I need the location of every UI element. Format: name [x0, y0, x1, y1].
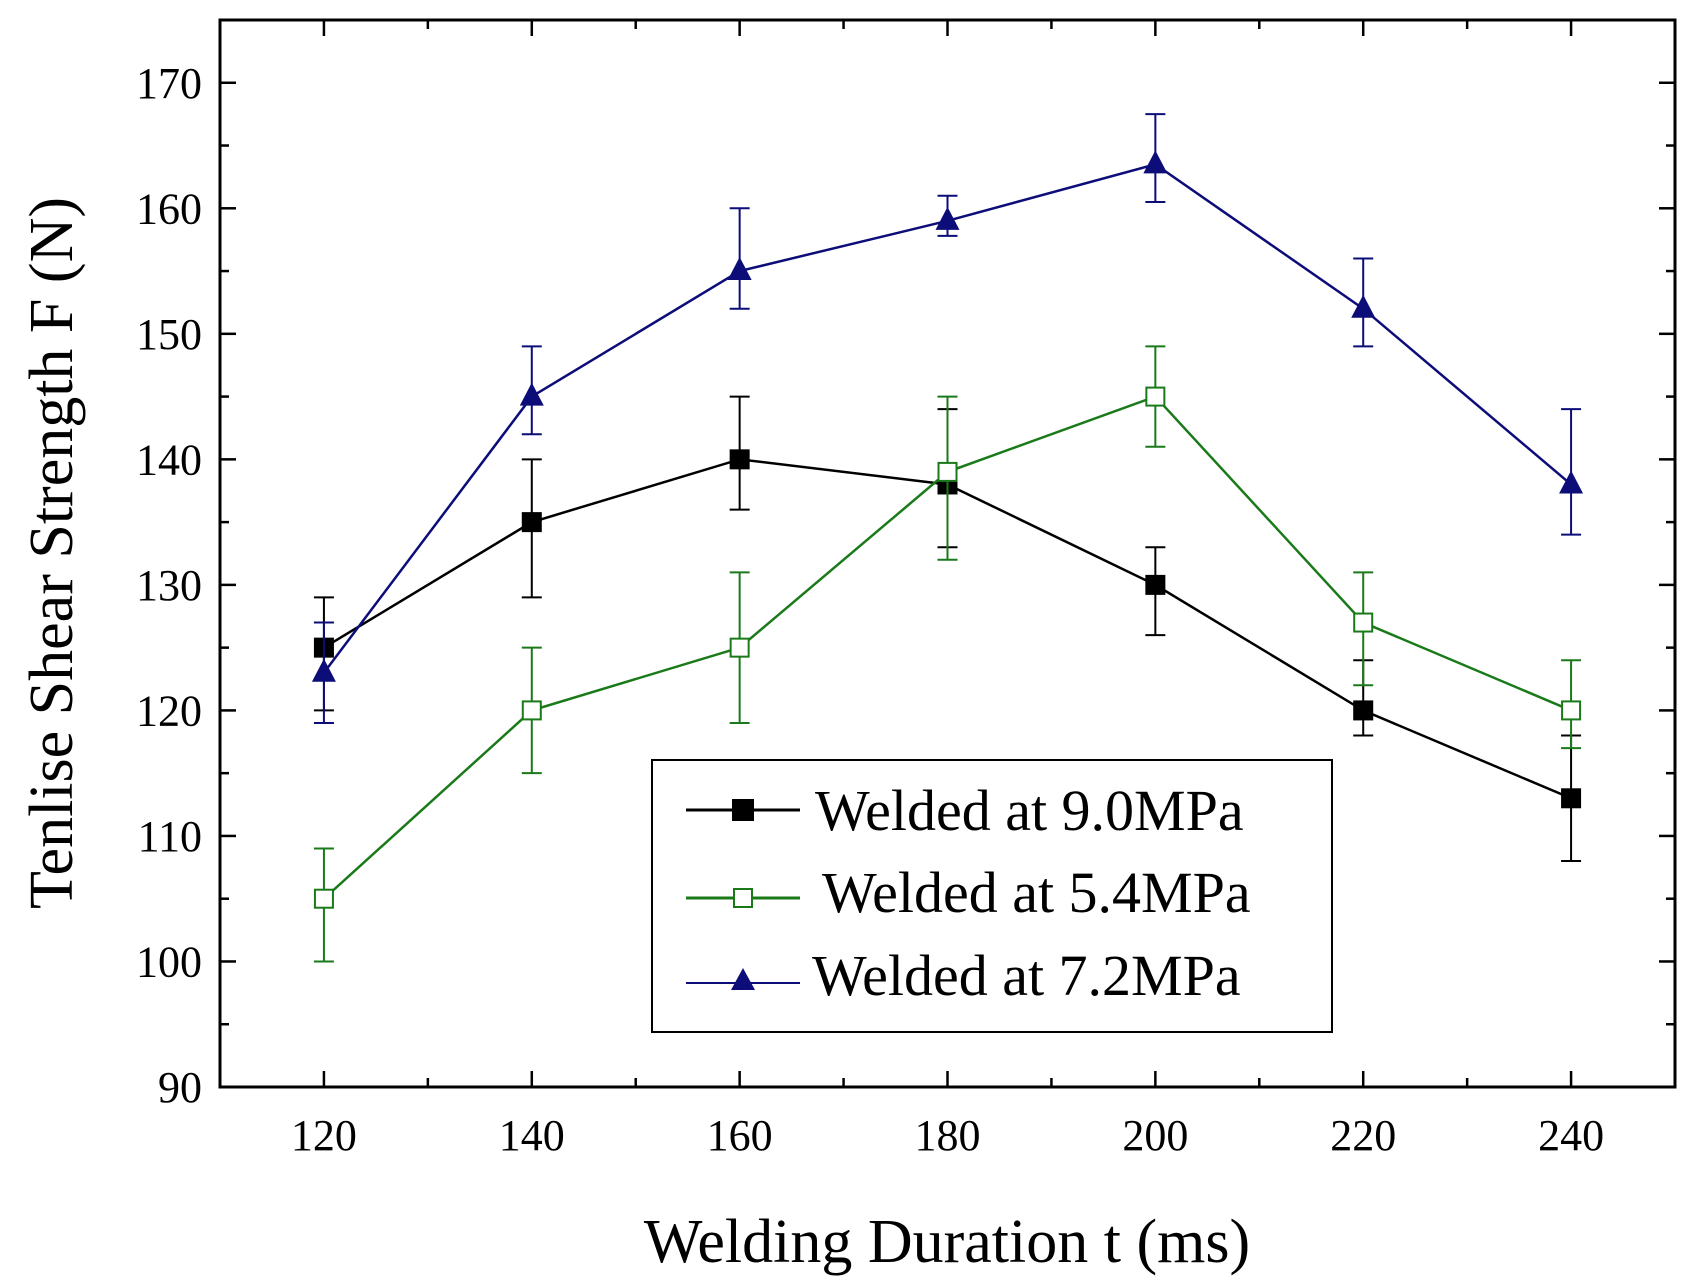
- data-point-marker: [1561, 788, 1582, 809]
- data-point-marker: [1145, 574, 1166, 595]
- data-point-marker: [727, 257, 752, 281]
- data-point-marker: [729, 449, 750, 470]
- legend-label-1: Welded at 9.0MPa: [815, 778, 1244, 843]
- y-tick-label: 90: [158, 1063, 202, 1112]
- data-point-marker: [1351, 294, 1376, 318]
- legend-entry-1: Welded at 9.0MPa: [686, 778, 1244, 843]
- x-tick-label: 120: [291, 1111, 357, 1160]
- data-point-marker: [1353, 700, 1374, 721]
- data-point-marker: [521, 512, 542, 533]
- y-axis-title: Tenlise Shear Strength F (N): [18, 197, 86, 909]
- x-tick-label: 180: [915, 1111, 981, 1160]
- y-tick-label: 140: [136, 435, 202, 484]
- data-point-marker: [1143, 150, 1168, 174]
- x-tick-label: 160: [707, 1111, 773, 1160]
- x-tick-label: 240: [1538, 1111, 1604, 1160]
- x-tick-label: 140: [499, 1111, 565, 1160]
- legend-marker-filled-triangle: [731, 968, 755, 990]
- y-tick-label: 150: [136, 310, 202, 359]
- x-tick-label: 220: [1330, 1111, 1396, 1160]
- series-2: [313, 345, 1582, 963]
- y-tick-label: 120: [136, 686, 202, 735]
- plot-series: [311, 113, 1584, 963]
- data-point-marker: [1561, 700, 1582, 721]
- data-point-marker: [1559, 470, 1584, 494]
- data-point-marker: [935, 206, 960, 230]
- y-tick-label: 100: [136, 937, 202, 986]
- y-tick-label: 110: [138, 812, 202, 861]
- data-point-marker: [937, 461, 958, 482]
- data-point-marker: [1353, 612, 1374, 633]
- data-point-marker: [313, 888, 334, 909]
- y-tick-label: 160: [136, 184, 202, 233]
- x-axis-title: Welding Duration t (ms): [644, 1208, 1250, 1276]
- x-tick-label: 200: [1122, 1111, 1188, 1160]
- data-point-marker: [311, 658, 336, 682]
- legend-label-2: Welded at 5.4MPa: [822, 860, 1251, 925]
- legend-marker-open-square: [733, 888, 753, 908]
- legend: Welded at 9.0MPa Welded at 5.4MPa Welded…: [651, 759, 1333, 1033]
- legend-entry-2: Welded at 5.4MPa: [686, 860, 1251, 925]
- tick-labels: 120 140 160 180 200 220 240 90 100 110 120 130 140 15…: [136, 59, 1604, 1160]
- legend-box: [651, 759, 1333, 1033]
- data-point-marker: [1145, 386, 1166, 407]
- data-point-marker: [729, 637, 750, 658]
- y-tick-label: 130: [136, 561, 202, 610]
- legend-entry-3: Welded at 7.2MPa: [686, 943, 1241, 1008]
- y-tick-label: 170: [136, 59, 202, 108]
- legend-label-3: Welded at 7.2MPa: [812, 943, 1241, 1008]
- legend-marker-filled-square: [732, 799, 754, 821]
- series-3: [311, 113, 1584, 724]
- data-point-marker: [521, 700, 542, 721]
- data-point-marker: [519, 382, 544, 406]
- plot-frame: [218, 18, 1677, 1089]
